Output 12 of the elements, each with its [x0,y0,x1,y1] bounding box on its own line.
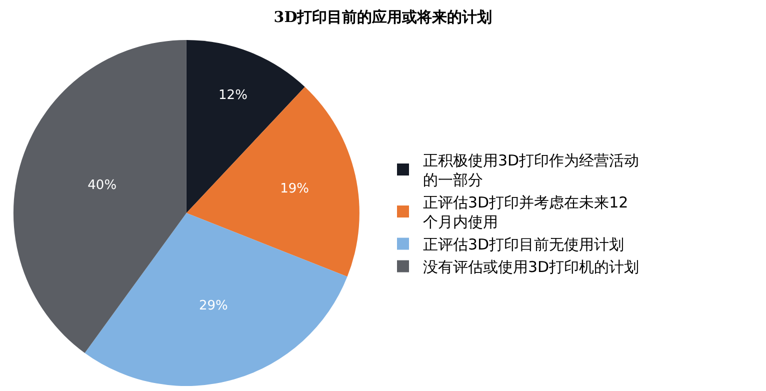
data-label: 19% [280,181,309,196]
data-label: 12% [218,88,248,103]
legend-label: 正评估3D打印并考虑在未来12个月内使用 [423,194,628,232]
data-label: 40% [88,178,117,194]
legend-label: 正评估3D打印目前无使用计划 [423,236,624,254]
legend-label: 正积极使用3D打印作为经营活动的一部分 [423,152,640,190]
pie-slice [186,86,360,277]
pie-slice [84,213,348,386]
legend-label: 没有评估或使用3D打印机的计划 [423,258,640,276]
data-label: 29% [198,298,228,314]
pie-slice [14,40,186,353]
chart-title: 3D打印目前的应用或将来的计划 [274,8,492,26]
